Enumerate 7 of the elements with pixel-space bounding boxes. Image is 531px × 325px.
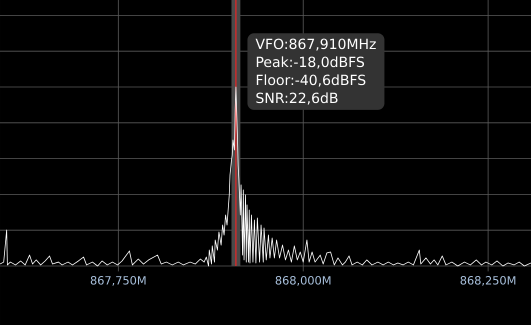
text: Floor:-40,6dBFS — [256, 74, 366, 87]
x-tick-label: 868,000M — [276, 276, 330, 286]
annotation: SNR:22,6dB — [256, 92, 338, 105]
x-tick-label: 867,750M — [90, 276, 146, 286]
text: VFO:867,910MHz — [256, 38, 376, 51]
x-tick-label: 868,250M — [460, 276, 516, 286]
text: Peak:-18,0dBFS — [256, 56, 364, 69]
